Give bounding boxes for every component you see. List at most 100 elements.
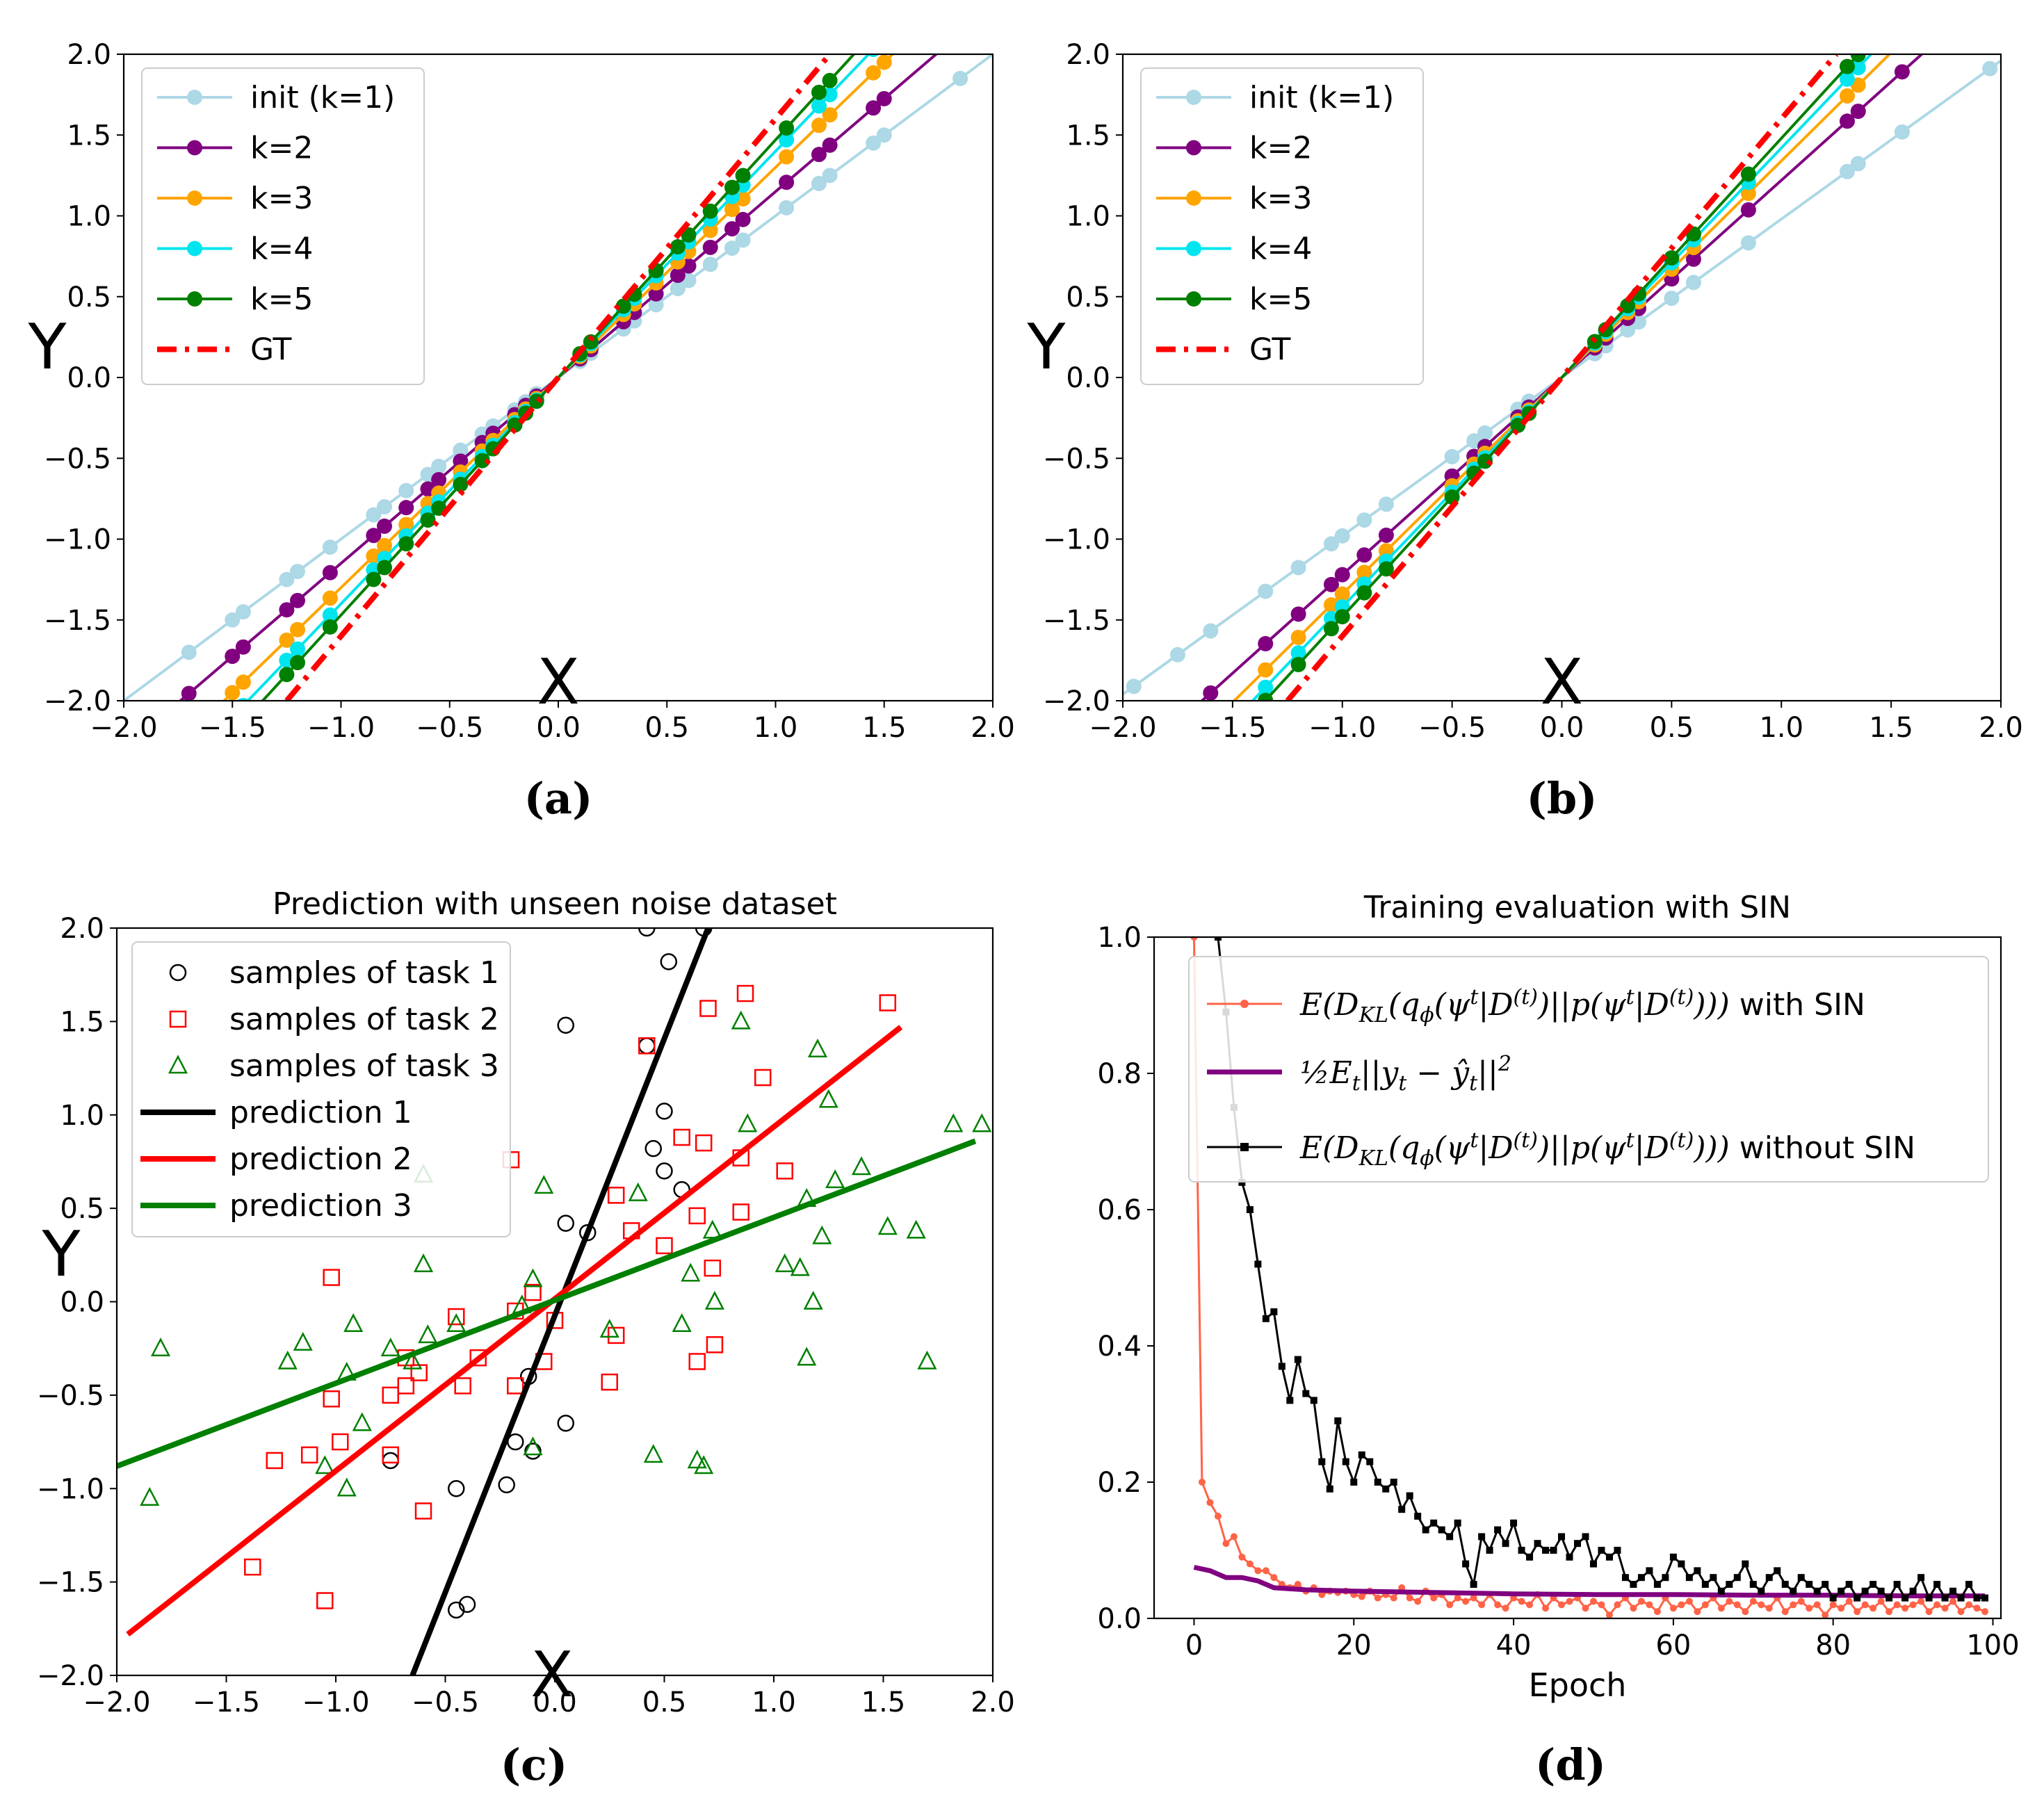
data-point: [1382, 1485, 1390, 1493]
legend-text-part: (q: [1388, 1130, 1420, 1166]
x-tick-label: 1.0: [1759, 712, 1803, 744]
data-point: [1839, 88, 1855, 104]
legend-box: [131, 941, 511, 1237]
legend-label: E(DKL(qϕ(ψt|D(t))||p(ψt|D(t)))) without …: [1299, 1128, 1915, 1171]
data-point: [1270, 1574, 1278, 1582]
data-point: [1733, 1601, 1741, 1609]
legend-label: k=4: [1249, 231, 1312, 267]
x-tick-label: 1.0: [754, 712, 798, 744]
scatter-point-task-2: [699, 1000, 717, 1017]
legend-text-part: 2: [1498, 1052, 1511, 1076]
scatter-point-task-2: [316, 1592, 334, 1609]
data-point: [1486, 1547, 1493, 1554]
data-point: [1446, 1601, 1454, 1609]
y-tick-label: 0.0: [1066, 362, 1110, 394]
data-point: [1406, 1594, 1413, 1602]
data-point: [1829, 1601, 1837, 1609]
legend-text-part: (t): [1514, 1128, 1538, 1153]
data-point: [1454, 1519, 1461, 1527]
y-tick-label: −1.5: [44, 605, 111, 637]
data-point: [398, 517, 414, 533]
scatter-point-task-2: [448, 1308, 465, 1326]
scatter-point-task-3: [687, 1449, 707, 1469]
data-point: [1717, 1604, 1725, 1612]
data-point: [822, 107, 838, 123]
data-point: [279, 571, 295, 587]
data-point: [1861, 1587, 1869, 1595]
scatter-point-task-2: [323, 1269, 340, 1286]
panel-c: −2.0 −1.5 −1.0 −0.5 0.0 0.5 1.0 1.5 2.0 −2.0 −1.5 −…: [37, 886, 1015, 1790]
data-point: [1502, 1604, 1509, 1612]
scatter-point-task-3: [877, 1216, 898, 1235]
data-point: [1637, 1574, 1645, 1582]
prediction-line-3: [117, 1138, 977, 1469]
y-tick-label: 1.0: [1097, 922, 1142, 954]
data-point: [1542, 1547, 1550, 1554]
y-tick-label: 0.0: [60, 1287, 104, 1319]
plot-area: [1190, 937, 1989, 1618]
data-point: [1781, 1581, 1789, 1588]
data-point: [811, 147, 827, 163]
legend-text-part: ϕ: [1420, 1003, 1434, 1027]
legend-text-part: E(D: [1299, 1130, 1359, 1166]
y-tick-label: 1.0: [60, 1100, 104, 1132]
x-tick-label: 0.5: [644, 712, 689, 744]
x-tick-label: −1.5: [1199, 712, 1266, 744]
data-point: [1378, 561, 1394, 577]
y-tick-label: 1.0: [1066, 201, 1110, 233]
data-point: [1254, 1567, 1262, 1575]
scatter-point-task-2: [601, 1373, 618, 1391]
scatter-point-task-3: [336, 1477, 357, 1497]
data-point: [1630, 1604, 1637, 1612]
legend-text-part: t: [1469, 1071, 1478, 1096]
scatter-point-task-2: [732, 1203, 749, 1221]
data-point: [811, 98, 827, 114]
data-point: [1342, 1458, 1349, 1465]
scatter-point-task-2: [736, 984, 754, 1002]
data-point: [866, 65, 882, 81]
scatter-point-task-3: [315, 1455, 335, 1474]
legend-text-part: t: [1626, 1128, 1635, 1153]
legend-text-part: with SIN: [1730, 987, 1865, 1023]
data-point: [1518, 1598, 1525, 1605]
data-point: [1678, 1601, 1685, 1609]
scatter-point-task-3: [446, 1313, 467, 1332]
data-point: [1765, 1574, 1773, 1582]
data-point: [366, 528, 382, 544]
data-point: [1669, 1553, 1677, 1561]
legend-text-part: KL: [1358, 1146, 1388, 1171]
data-point: [1558, 1601, 1566, 1609]
data-point: [1781, 1608, 1789, 1616]
data-point: [1126, 679, 1142, 694]
data-point: [1694, 1608, 1701, 1616]
data-point: [322, 607, 338, 623]
scatter-point-task-2: [879, 994, 897, 1011]
data-point: [1214, 937, 1222, 941]
data-point: [1765, 1604, 1773, 1612]
scatter-point-task-3: [140, 1486, 160, 1506]
data-point: [1390, 1479, 1397, 1486]
data-point: [1646, 1567, 1653, 1575]
x-axis-label: X: [537, 646, 580, 719]
legend-marker: [187, 90, 202, 105]
data-point: [1717, 1587, 1725, 1595]
data-point: [1894, 124, 1910, 140]
data-point: [1838, 1604, 1845, 1612]
scatter-point-task-2: [688, 1353, 706, 1370]
x-axis-label: X: [1541, 646, 1584, 719]
data-point: [1286, 1397, 1294, 1404]
scatter-point-task-2: [397, 1377, 415, 1395]
data-point: [1839, 163, 1855, 179]
data-point: [779, 200, 795, 216]
data-point: [1414, 1513, 1422, 1520]
data-point: [225, 685, 241, 701]
x-tick-label: 0.0: [1540, 712, 1584, 744]
data-point: [615, 298, 631, 314]
data-point: [779, 174, 795, 190]
data-point: [1502, 1540, 1509, 1547]
axes-frame: [1153, 936, 2002, 1620]
data-point: [1526, 1601, 1534, 1609]
data-point: [1598, 1601, 1605, 1609]
data-point: [1669, 1604, 1677, 1612]
